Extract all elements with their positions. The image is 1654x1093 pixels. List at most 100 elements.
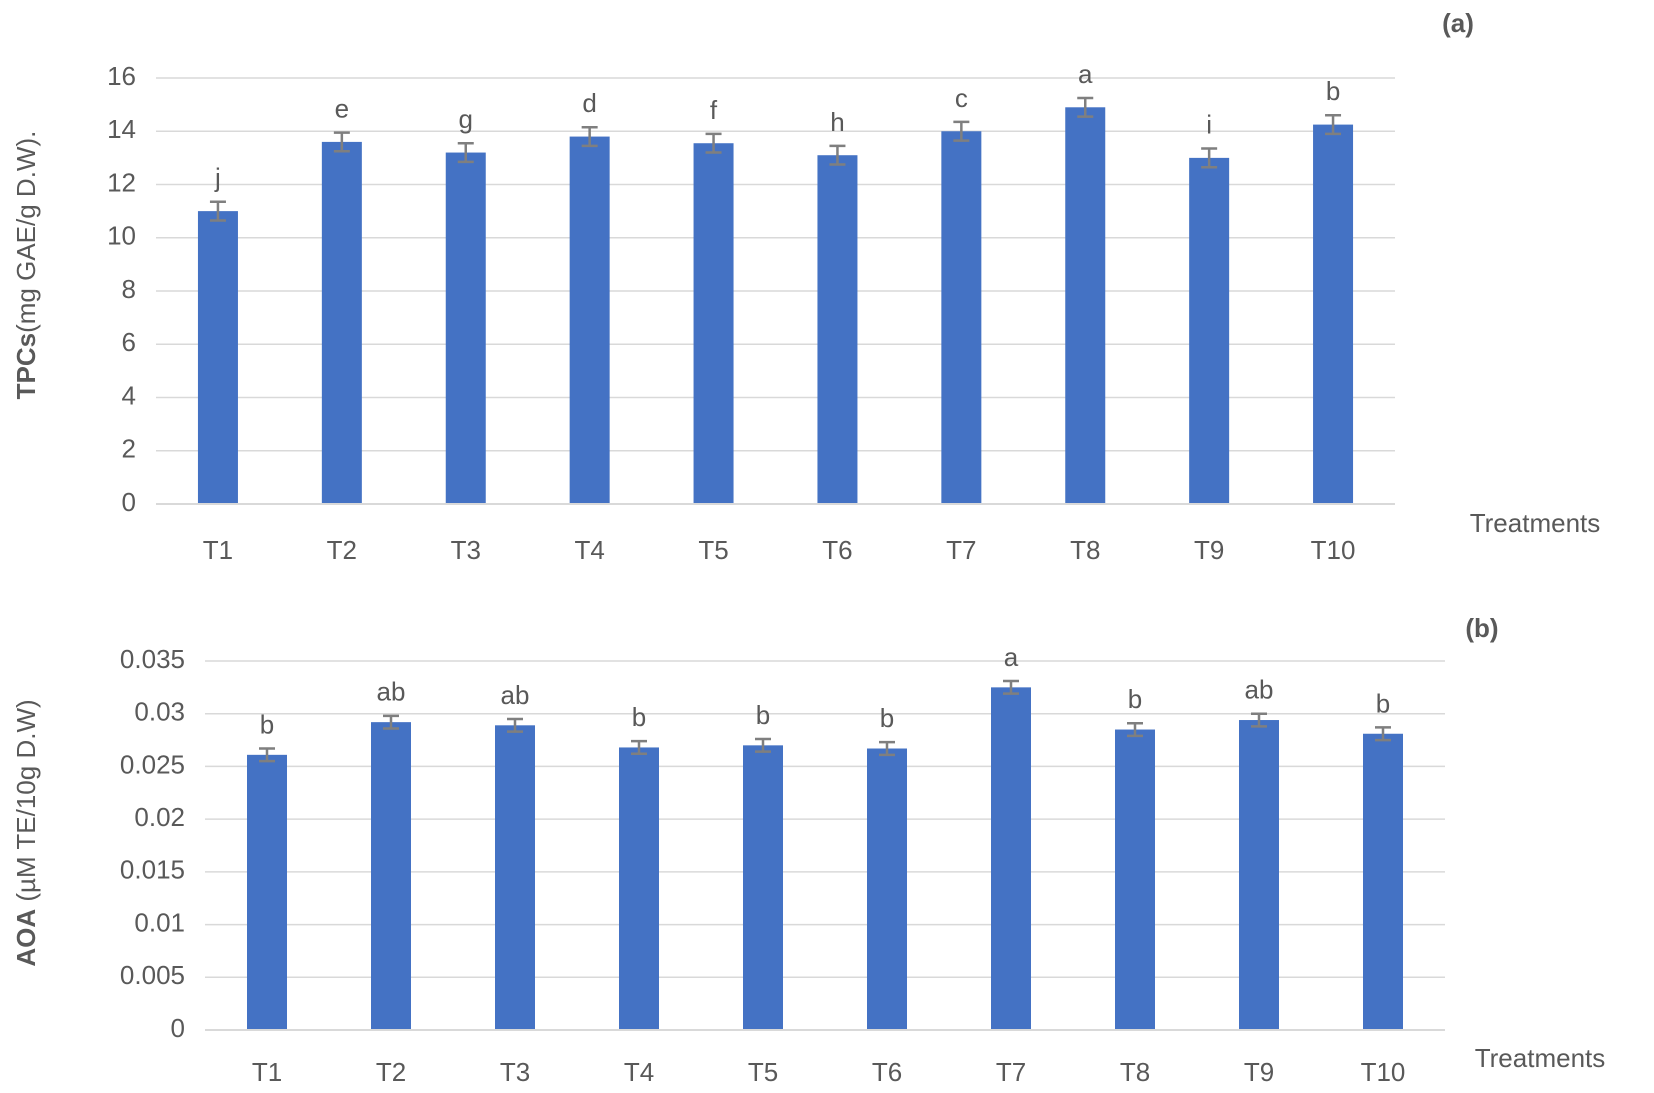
- x-tick-label: T5: [698, 535, 728, 565]
- y-tick-label: 8: [122, 274, 136, 304]
- y-tick-label: 14: [107, 114, 136, 144]
- annotation-label: g: [459, 104, 473, 134]
- bar: [991, 687, 1031, 1030]
- annotation-label: h: [830, 107, 844, 137]
- error-bar: [507, 717, 523, 733]
- y-tick-label: 0.03: [134, 697, 185, 727]
- y-tick-label: 6: [122, 327, 136, 357]
- error-bar: [383, 714, 399, 730]
- bar: [247, 754, 287, 1030]
- y-tick-label: 0.01: [134, 907, 185, 937]
- error-bar: [259, 747, 275, 763]
- y-tick-label: 0.02: [134, 802, 185, 832]
- error-bar: [1375, 726, 1391, 742]
- error-bar: [1077, 96, 1094, 118]
- y-tick-label: 0.035: [120, 644, 185, 674]
- x-tick-label: T7: [946, 535, 976, 565]
- error-bar: [953, 120, 970, 142]
- annotation-label: b: [1128, 684, 1142, 714]
- y-axis-label: TPCs(mg GAE/g D.W).: [11, 131, 41, 400]
- x-tick-label: T6: [872, 1057, 902, 1087]
- annotation-label: b: [1326, 76, 1340, 106]
- annotation-label: b: [632, 702, 646, 732]
- x-tick-label: T5: [748, 1057, 778, 1087]
- annotation-label: i: [1206, 109, 1212, 139]
- annotation-label: f: [710, 95, 718, 125]
- y-axis-label-bold: AOA: [11, 909, 41, 967]
- annotation-label: ab: [377, 677, 406, 707]
- bar: [941, 131, 982, 504]
- bar: [1189, 157, 1230, 504]
- y-tick-label: 10: [107, 221, 136, 251]
- bar: [445, 152, 486, 505]
- annotation-label: e: [335, 93, 349, 123]
- y-axis-label-bold: TPCs: [11, 333, 41, 399]
- x-tick-label: T2: [376, 1057, 406, 1087]
- x-tick-label: T2: [327, 535, 357, 565]
- bar: [371, 722, 411, 1030]
- bar: [569, 136, 610, 504]
- x-tick-label: T4: [624, 1057, 654, 1087]
- bar: [197, 211, 238, 504]
- annotation-label: b: [1376, 688, 1390, 718]
- y-axis-label-text: (µM TE/10g D.W): [11, 699, 41, 909]
- x-tick-label: T8: [1070, 535, 1100, 565]
- x-axis-label: Treatments: [1470, 508, 1601, 538]
- bar: [495, 725, 535, 1030]
- error-bar: [333, 131, 350, 153]
- bar: [1239, 720, 1279, 1030]
- bar: [1363, 733, 1403, 1030]
- y-tick-label: 0: [171, 1013, 185, 1043]
- y-tick-label: 0.025: [120, 749, 185, 779]
- panel-label: (a): [1442, 8, 1474, 38]
- y-axis-label: AOA (µM TE/10g D.W): [11, 699, 41, 966]
- x-tick-label: T3: [500, 1057, 530, 1087]
- bar: [1115, 729, 1155, 1030]
- error-bar: [1003, 679, 1019, 695]
- bar: [1065, 107, 1106, 504]
- bar: [619, 747, 659, 1030]
- panel-label: (b): [1465, 613, 1498, 643]
- x-tick-label: T3: [451, 535, 481, 565]
- error-bar: [1251, 712, 1267, 728]
- x-tick-label: T6: [822, 535, 852, 565]
- x-tick-label: T1: [203, 535, 233, 565]
- bar: [817, 155, 858, 504]
- y-tick-label: 12: [107, 167, 136, 197]
- error-bar: [581, 126, 598, 148]
- error-bar: [705, 132, 722, 154]
- annotation-label: b: [880, 703, 894, 733]
- annotation-label: a: [1004, 642, 1019, 672]
- annotation-label: ab: [1245, 675, 1274, 705]
- x-tick-label: T10: [1311, 535, 1356, 565]
- annotation-label: c: [955, 83, 968, 113]
- y-tick-label: 0: [122, 487, 136, 517]
- annotation-label: b: [260, 709, 274, 739]
- x-tick-label: T9: [1244, 1057, 1274, 1087]
- y-tick-label: 0.005: [120, 960, 185, 990]
- annotation-label: d: [582, 88, 596, 118]
- error-bar: [1127, 721, 1143, 738]
- annotation-label: ab: [501, 680, 530, 710]
- error-bar: [1201, 147, 1218, 169]
- error-bar: [457, 141, 474, 164]
- x-tick-label: T7: [996, 1057, 1026, 1087]
- error-bar: [829, 144, 846, 166]
- bar: [867, 748, 907, 1030]
- bar: [321, 141, 362, 504]
- bar: [743, 745, 783, 1030]
- x-tick-label: T10: [1361, 1057, 1406, 1087]
- y-tick-label: 16: [107, 61, 136, 91]
- error-bar: [209, 200, 226, 222]
- x-tick-label: T1: [252, 1057, 282, 1087]
- y-tick-label: 0.015: [120, 855, 185, 885]
- x-tick-label: T9: [1194, 535, 1224, 565]
- annotation-label: j: [214, 163, 221, 193]
- y-axis-label-text: (mg GAE/g D.W).: [11, 131, 41, 333]
- error-bar: [1325, 114, 1342, 136]
- y-tick-label: 2: [122, 434, 136, 464]
- x-tick-label: T4: [574, 535, 604, 565]
- annotation-label: a: [1078, 59, 1093, 89]
